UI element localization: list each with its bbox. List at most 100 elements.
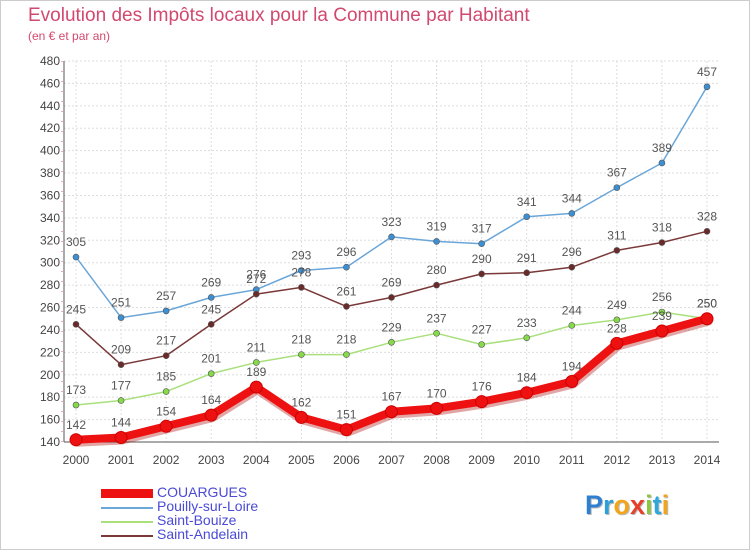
data-point-pouilly-sur-loire [703,83,711,91]
data-point-couargues [204,408,218,422]
x-tick-label: 2001 [108,453,135,467]
data-point-saint-andelain [252,290,260,298]
data-label-saint-bouize: 201 [201,352,221,366]
data-point-saint-andelain [433,281,440,289]
x-tick-label: 2007 [378,453,405,467]
data-label-saint-andelain: 328 [697,209,717,223]
data-point-saint-bouize [613,316,621,324]
data-label-pouilly-sur-loire: 344 [562,191,582,205]
y-tick-label: 440 [40,99,60,113]
data-label-saint-andelain: 296 [562,245,582,259]
data-label-pouilly-sur-loire: 317 [472,222,492,236]
x-tick-label: 2005 [288,453,315,467]
data-point-pouilly-sur-loire [613,184,621,191]
data-label-saint-bouize: 177 [111,379,131,393]
legend-swatch [101,535,153,537]
legend-swatch [101,521,153,523]
data-label-pouilly-sur-loire: 269 [201,275,221,289]
data-point-couargues [249,380,263,394]
data-point-pouilly-sur-loire [298,267,305,274]
y-tick-label: 220 [40,345,60,359]
x-tick-label: 2002 [153,453,180,467]
data-label-saint-andelain: 245 [66,302,86,316]
y-tick-label: 380 [40,166,60,180]
data-label-saint-andelain: 278 [291,265,311,279]
data-label-pouilly-sur-loire: 305 [66,235,86,249]
x-tick-label: 2010 [513,453,540,467]
data-point-pouilly-sur-loire [433,238,440,245]
data-label-couargues: 239 [652,309,672,323]
data-point-saint-bouize [162,388,170,395]
data-label-saint-andelain: 311 [607,228,626,242]
logo-letter: r [603,490,614,520]
y-tick-label: 320 [40,233,60,247]
data-label-pouilly-sur-loire: 296 [336,245,356,259]
logo-letter: i [661,490,670,520]
data-point-pouilly-sur-loire [117,314,125,321]
data-point-saint-andelain [207,321,215,328]
data-label-saint-andelain: 290 [472,252,492,266]
data-point-couargues [294,410,308,424]
y-tick-label: 340 [40,211,60,225]
x-tick-label: 2004 [243,453,270,467]
y-tick-label: 180 [40,390,60,404]
data-point-saint-bouize [117,397,125,404]
data-label-saint-bouize: 173 [66,383,86,397]
data-point-saint-bouize [523,334,531,342]
data-point-pouilly-sur-loire [523,213,531,221]
data-point-couargues [430,401,444,415]
data-label-couargues: 164 [201,393,221,407]
x-tick-label: 2000 [63,453,90,467]
data-label-saint-andelain: 269 [381,275,401,289]
data-point-pouilly-sur-loire [207,294,215,301]
data-point-couargues [114,431,128,445]
data-point-couargues [700,312,714,326]
data-label-saint-andelain: 209 [111,343,131,357]
data-label-saint-bouize: 249 [607,298,627,312]
data-label-saint-andelain: 280 [427,263,447,277]
data-point-saint-andelain [72,321,80,328]
data-label-saint-andelain: 245 [201,302,221,316]
data-label-couargues: 167 [381,390,401,404]
data-label-saint-andelain: 318 [652,221,672,235]
y-tick-label: 360 [40,188,60,202]
data-label-couargues: 142 [66,418,86,432]
data-label-couargues: 250 [697,297,717,311]
data-point-saint-andelain [568,263,576,271]
y-tick-label: 200 [40,368,60,382]
legend-label: COUARGUES [157,484,248,500]
chart-title: Evolution des Impôts locaux pour la Comm… [28,5,530,26]
x-tick-label: 2009 [468,453,495,467]
y-tick-label: 400 [40,144,60,158]
data-point-saint-bouize [298,351,305,358]
data-point-couargues [159,419,173,433]
legend-label: Pouilly-sur-Loire [157,498,259,514]
data-label-couargues: 170 [427,386,447,400]
data-label-couargues: 176 [472,380,492,394]
data-label-saint-bouize: 256 [652,290,672,304]
logo-letter: P [585,490,604,520]
data-point-pouilly-sur-loire [388,233,395,241]
data-label-couargues: 184 [517,371,537,385]
data-label-saint-bouize: 218 [291,333,311,347]
data-point-saint-andelain [523,269,531,277]
y-tick-label: 140 [40,435,60,449]
legend: COUARGUES Pouilly-sur-Loire Saint-Bouize Sa… [101,484,301,547]
data-label-couargues: 228 [607,321,627,335]
data-point-saint-andelain [343,303,350,310]
data-label-pouilly-sur-loire: 323 [381,215,401,229]
proxiti-logo: Proxiti [585,490,669,521]
data-label-couargues: 189 [246,365,266,379]
y-tick-label: 280 [40,278,60,292]
data-point-pouilly-sur-loire [478,240,485,247]
data-label-pouilly-sur-loire: 389 [652,141,672,155]
data-point-pouilly-sur-loire [343,263,350,271]
data-point-saint-andelain [658,239,666,246]
legend-swatch [101,489,153,498]
data-point-saint-andelain [298,284,305,291]
data-label-saint-bouize: 229 [381,320,401,334]
data-point-couargues [385,405,398,419]
data-point-saint-andelain [388,294,395,301]
